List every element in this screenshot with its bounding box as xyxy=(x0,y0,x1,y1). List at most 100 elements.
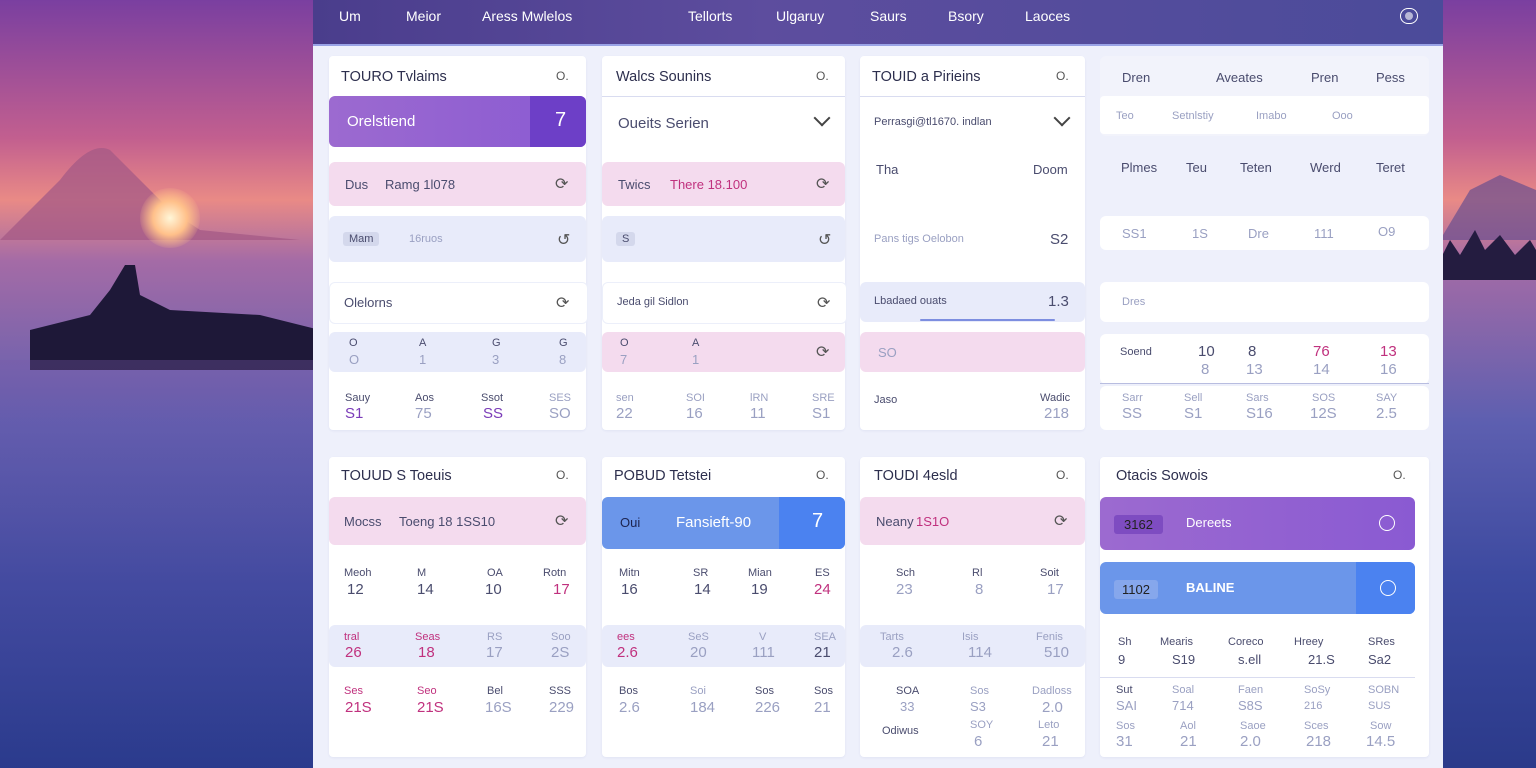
stat-label: SoSy xyxy=(1304,684,1331,696)
score-value: 8 xyxy=(1201,361,1210,378)
nav-item-7[interactable]: Bsory xyxy=(948,8,984,24)
grid-head: G xyxy=(492,337,501,349)
row-value: S2 xyxy=(1050,231,1069,248)
table-subhead: Teo xyxy=(1116,110,1134,122)
list-row-2[interactable]: S ↺ xyxy=(602,216,845,262)
stat-value: S19 xyxy=(1172,652,1196,667)
refresh-icon[interactable]: ⟳ xyxy=(555,176,569,193)
card-title: TOUID a Pirieins xyxy=(872,69,981,85)
stat-label: Sos xyxy=(814,685,833,697)
stat-value: 111 xyxy=(752,644,775,661)
stat-value: 218 xyxy=(1044,405,1070,422)
stat-value: 14 xyxy=(694,581,711,598)
nav-item-3[interactable]: Aress Mwlelos xyxy=(482,8,573,24)
stat-label: SAY xyxy=(1376,392,1398,404)
stat-label: Mearis xyxy=(1160,636,1194,648)
refresh-icon[interactable]: ⟳ xyxy=(817,295,831,312)
score-value: 76 xyxy=(1313,343,1330,360)
stat-block: SOA Sos Dadloss 33 S3 2.0 Odiwus SOY Let… xyxy=(860,681,1085,757)
stat-label: Soal xyxy=(1172,684,1195,696)
list-row-3[interactable]: Olelorns ⟳ xyxy=(329,282,588,324)
dropdown-select[interactable]: Oueits Serien xyxy=(602,100,845,146)
primary-button[interactable]: Orelstiend 7 xyxy=(329,96,586,147)
option-button-2[interactable]: 1102 BALINE xyxy=(1100,562,1415,614)
app-window: Um Meior Aress Mwlelos Tellorts Ulgaruy … xyxy=(313,0,1443,768)
grid-value: 7 xyxy=(620,352,628,367)
info-icon[interactable]: O. xyxy=(1393,468,1406,482)
refresh-icon[interactable]: ⟳ xyxy=(816,344,830,361)
stat-label: OA xyxy=(487,567,503,579)
stat-value: 21S xyxy=(345,699,372,716)
info-icon[interactable]: O. xyxy=(1056,69,1069,83)
stat-label: SRE xyxy=(812,392,835,404)
row-value: 1.3 xyxy=(1048,293,1069,310)
stat-label: SEA xyxy=(814,631,837,643)
refresh-icon[interactable]: ⟳ xyxy=(1054,513,1068,530)
stat-label: Sauy xyxy=(345,392,371,404)
stat-label: Soo xyxy=(551,631,571,643)
stat-value: 184 xyxy=(690,699,716,716)
redo-icon[interactable]: ↺ xyxy=(557,232,571,249)
stat-label: SOY xyxy=(970,719,994,731)
stat-value: 16S xyxy=(485,699,512,716)
nav-item-6[interactable]: Saurs xyxy=(870,8,907,24)
row-tag: S xyxy=(616,232,636,246)
info-icon[interactable]: O. xyxy=(556,468,569,482)
nav-item-2[interactable]: Meior xyxy=(406,8,442,24)
stat-label: Sos xyxy=(755,685,774,697)
stat-value: 23 xyxy=(896,581,913,598)
info-icon[interactable]: O. xyxy=(556,69,569,83)
button-icon-box xyxy=(530,96,586,147)
list-row-1[interactable]: Twics There 18.100 ⟳ xyxy=(602,162,845,206)
redo-icon[interactable]: ↺ xyxy=(818,232,832,249)
refresh-icon[interactable]: ⟳ xyxy=(556,295,570,312)
stat-label: Leto xyxy=(1038,719,1060,731)
dropdown-select[interactable]: Perrasgi@tl1670. indlan xyxy=(860,100,1085,146)
stat-value: 24 xyxy=(814,581,831,598)
column-label: Teret xyxy=(1376,160,1405,175)
stat-row: sen SOI lRN SRE 22 16 11 S1 xyxy=(602,386,845,430)
nav-item-8[interactable]: Laoces xyxy=(1025,8,1071,24)
card-touid: TOUID a Pirieins O. Perrasgi@tl1670. ind… xyxy=(860,56,1085,430)
grid-head: G xyxy=(559,337,568,349)
list-row-1[interactable]: Neany 1S1O ⟳ xyxy=(860,497,1085,545)
table-cell: Dre xyxy=(1248,226,1269,241)
grid-head: A xyxy=(419,337,427,349)
stat-label: SeS xyxy=(688,631,709,643)
sun xyxy=(140,188,200,248)
option-button-1[interactable]: 3162 Dereets xyxy=(1100,497,1415,550)
divider xyxy=(1100,677,1415,678)
info-icon[interactable]: O. xyxy=(816,69,829,83)
list-row-2[interactable]: Pans tigs Oelobon S2 xyxy=(860,216,1085,262)
stat-value: 31 xyxy=(1116,733,1133,750)
refresh-icon[interactable]: ⟳ xyxy=(555,513,569,530)
card-title: TOUDI 4esld xyxy=(874,468,958,484)
option-tag: 3162 xyxy=(1114,515,1163,534)
nav-item-1[interactable]: Um xyxy=(339,8,361,24)
grid-head: A xyxy=(692,337,700,349)
list-row-1[interactable]: Mocss Toeng 18 1SS10 ⟳ xyxy=(329,497,586,545)
nav-item-5[interactable]: Ulgaruy xyxy=(776,8,825,24)
primary-button[interactable]: Oui Fansieft-90 7 xyxy=(602,497,845,549)
stat-value: 2.6 xyxy=(892,644,913,661)
info-icon[interactable]: O. xyxy=(1056,468,1069,482)
stat-row: Sos Aol Saoe Sces Sow 31 21 2.0 218 14.5 xyxy=(1100,718,1415,756)
table-row[interactable]: SS1 1S Dre 111 O9 xyxy=(1100,216,1429,250)
list-row-1[interactable]: Dus Ramg 1l078 ⟳ xyxy=(329,162,586,206)
settings-toggle-icon[interactable] xyxy=(1400,8,1418,24)
column-label: Teu xyxy=(1186,160,1207,175)
card-title: TOUUD S Toeuis xyxy=(341,468,452,484)
list-row-2[interactable]: Mam 16ruos ↺ xyxy=(329,216,586,262)
nav-item-4[interactable]: Tellorts xyxy=(688,8,733,24)
list-row-3[interactable]: Jeda gil Sidlon ⟳ xyxy=(602,282,847,324)
stat-label: ES xyxy=(815,567,830,579)
row-label: Jeda gil Sidlon xyxy=(617,296,689,308)
stat-label: Aol xyxy=(1180,720,1196,732)
button-icon-box xyxy=(779,497,845,549)
primary-button-label: Orelstiend xyxy=(347,113,416,130)
table-row[interactable]: Dres xyxy=(1100,282,1429,322)
divider xyxy=(1100,383,1429,384)
refresh-icon[interactable]: ⟳ xyxy=(816,176,830,193)
score-label: Soend xyxy=(1120,346,1152,358)
info-icon[interactable]: O. xyxy=(816,468,829,482)
